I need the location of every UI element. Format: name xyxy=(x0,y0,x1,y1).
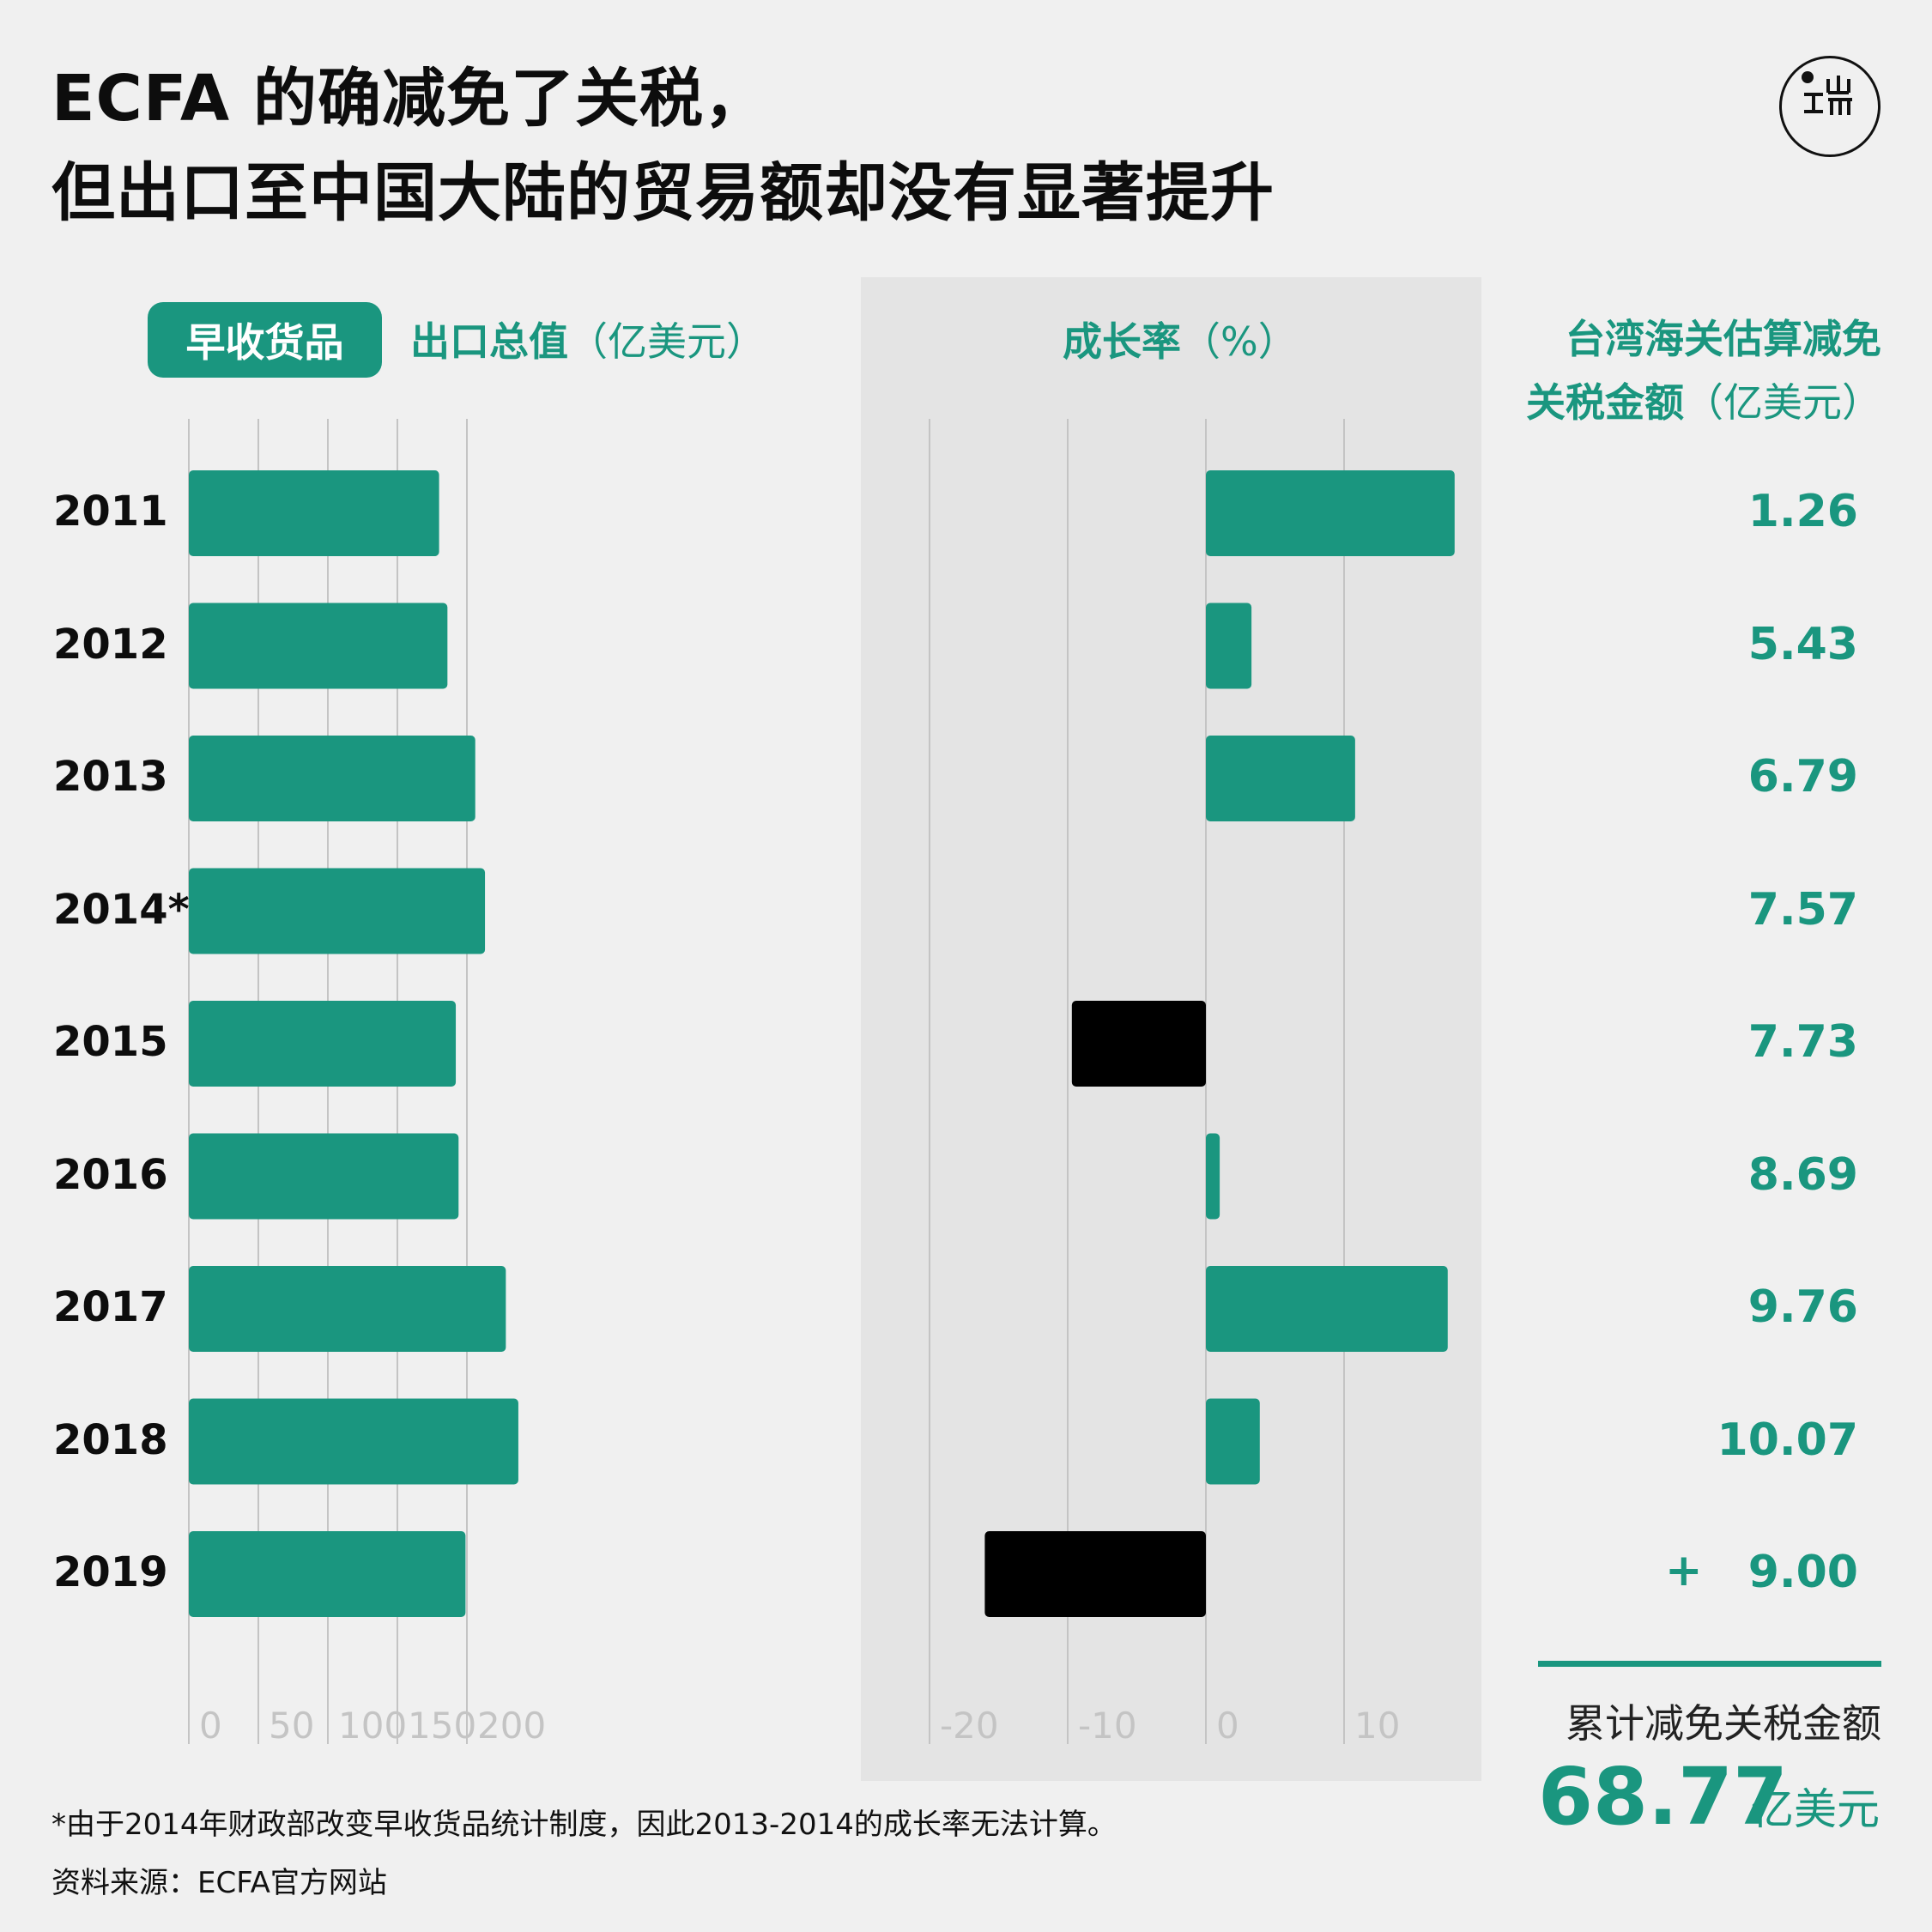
export-header-label: 出口总值 xyxy=(410,318,568,365)
tariff-savings-value: 9.00 xyxy=(1747,1547,1858,1598)
chart-title: ECFA 的确减免了关税， 但出口至中国大陆的贸易额却没有显著提升 xyxy=(51,51,1275,240)
growth-bar xyxy=(1206,603,1252,689)
year-label: 2017 xyxy=(53,1283,168,1331)
tariff-savings-value: 5.43 xyxy=(1747,618,1858,670)
export-bar xyxy=(189,1531,466,1617)
year-label: 2018 xyxy=(53,1415,168,1464)
tariff-savings-value: 7.57 xyxy=(1747,883,1858,936)
footnote: *由于2014年财政部改变早收货品统计制度，因此2013-2014的成长率无法计… xyxy=(51,1808,1117,1842)
year-label: 2012 xyxy=(53,620,168,669)
export-bar xyxy=(189,736,475,821)
growth-bar xyxy=(1206,1398,1260,1485)
export-bar xyxy=(189,868,486,954)
initium-logo-icon xyxy=(1779,56,1881,157)
title-line-1: ECFA 的确减免了关税， xyxy=(51,62,768,136)
year-label: 2011 xyxy=(53,488,168,536)
growth-bar xyxy=(1206,736,1355,821)
export-header-unit: （亿美元） xyxy=(568,318,766,365)
year-label: 2019 xyxy=(53,1548,168,1596)
summary-unit: 亿美元 xyxy=(1751,1784,1880,1834)
logo-glyph xyxy=(1802,71,1852,115)
export-bar xyxy=(189,1001,457,1087)
savings-header-line-2-label: 关税金额 xyxy=(1526,379,1684,426)
early-harvest-pill: 早收货品 xyxy=(148,302,382,378)
source-note: 资料来源：ECFA官方网站 xyxy=(51,1866,387,1900)
growth-header-label: 成长率 xyxy=(1063,318,1181,365)
growth-tick-label: 0 xyxy=(1216,1705,1239,1747)
export-value-header: 出口总值（亿美元） xyxy=(410,311,766,367)
growth-tick-label: -20 xyxy=(940,1705,999,1747)
growth-bar xyxy=(1206,470,1455,556)
export-tick-label: 0 xyxy=(199,1705,222,1747)
summary-divider xyxy=(1538,1661,1881,1667)
year-label: 2015 xyxy=(53,1018,168,1066)
tariff-savings-value: 1.26 xyxy=(1747,486,1858,537)
tariff-savings-value: 6.79 xyxy=(1747,751,1858,802)
export-bar xyxy=(189,1133,459,1220)
export-tick-label: 200 xyxy=(477,1705,546,1747)
export-tick-label: 150 xyxy=(408,1705,476,1747)
title-line-2: 但出口至中国大陆的贸易额却没有显著提升 xyxy=(51,156,1275,230)
tariff-savings-value: 9.76 xyxy=(1747,1281,1858,1333)
growth-bar xyxy=(984,1531,1206,1617)
growth-rate-header: 成长率（%） xyxy=(1063,311,1298,367)
tariff-savings-header: 台湾海关估算减免 关税金额（亿美元） xyxy=(1523,307,1881,434)
year-label: 2016 xyxy=(53,1150,168,1199)
year-label: 2013 xyxy=(53,753,168,801)
growth-header-unit: （%） xyxy=(1181,318,1298,365)
growth-bar xyxy=(1206,1266,1448,1352)
year-label: 2014* xyxy=(53,885,190,934)
savings-header-line-1: 台湾海关估算减免 xyxy=(1566,316,1881,362)
export-bar xyxy=(189,603,448,689)
growth-bar xyxy=(1206,1133,1220,1220)
tariff-savings-value: 7.73 xyxy=(1747,1016,1858,1068)
summary-label: 累计减免关税金额 xyxy=(1566,1700,1881,1747)
export-bar xyxy=(189,470,439,556)
savings-header-line-2-unit: （亿美元） xyxy=(1684,379,1881,426)
summary-value: 68.77 xyxy=(1538,1751,1789,1843)
export-bar xyxy=(189,1398,518,1485)
export-tick-label: 50 xyxy=(269,1705,314,1747)
tariff-savings-value: 10.07 xyxy=(1717,1414,1858,1466)
growth-tick-label: -10 xyxy=(1078,1705,1137,1747)
growth-bar xyxy=(1071,1001,1206,1087)
export-tick-label: 100 xyxy=(338,1705,407,1747)
growth-tick-label: 10 xyxy=(1354,1705,1400,1747)
sum-plus-sign: + xyxy=(1665,1545,1703,1596)
tariff-savings-value: 8.69 xyxy=(1747,1148,1858,1201)
export-bar xyxy=(189,1266,506,1352)
